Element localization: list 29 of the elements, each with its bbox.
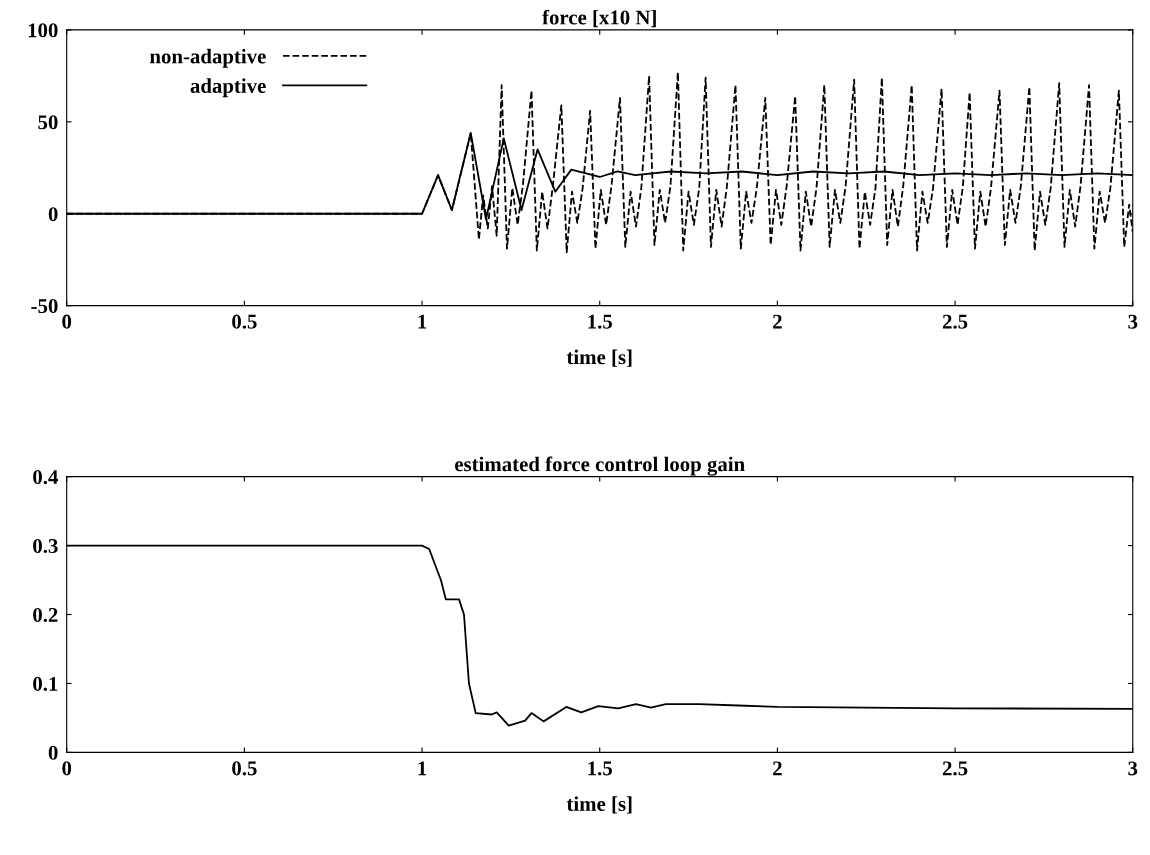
x-tick-label: 0	[62, 314, 72, 329]
y-tick-label: 0.4	[33, 470, 58, 485]
chart-title: force [x10 N]	[542, 9, 656, 28]
x-tick-label: 2	[773, 761, 782, 776]
x-tick-label: 2	[773, 314, 782, 329]
x-tick-label: 1	[418, 314, 427, 329]
y-tick-label: -50	[31, 299, 58, 314]
y-tick-label: 0	[48, 207, 58, 222]
y-tick-label: 0.3	[33, 538, 58, 554]
legend-label: non-adaptive	[149, 48, 266, 68]
x-tick-label: 1.5	[588, 314, 612, 329]
chart-title: estimated force control loop gain	[455, 456, 745, 476]
x-tick-label: 3	[1128, 314, 1138, 329]
y-tick-label: 50	[38, 115, 58, 130]
x-tick-label: 0.5	[232, 314, 257, 329]
y-tick-label: 0	[48, 745, 58, 760]
x-tick-label: 0	[62, 761, 72, 776]
y-tick-label: 0.2	[33, 607, 58, 623]
x-axis-title: time [s]	[566, 349, 632, 367]
x-tick-label: 1	[418, 761, 427, 776]
y-tick-label: 100	[28, 23, 58, 38]
legend-label: adaptive	[190, 78, 266, 98]
x-axis-title: time [s]	[566, 796, 632, 814]
x-tick-label: 0.5	[232, 761, 257, 776]
x-tick-label: 1.5	[588, 761, 612, 776]
x-tick-label: 3	[1128, 761, 1138, 776]
y-tick-label: 0.1	[33, 676, 58, 691]
x-tick-label: 2.5	[942, 761, 968, 776]
x-tick-label: 2.5	[942, 314, 968, 329]
